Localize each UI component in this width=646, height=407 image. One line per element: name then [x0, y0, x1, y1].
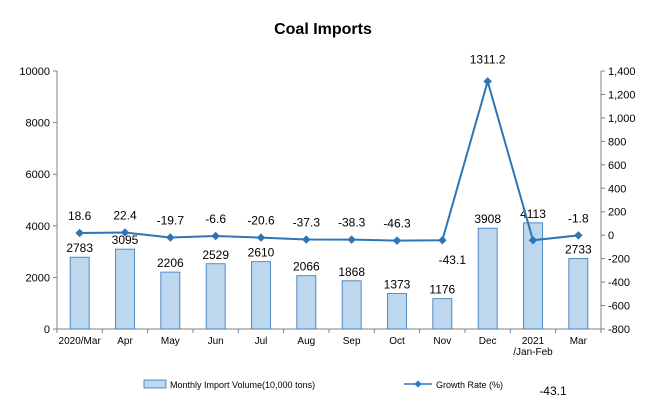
- bar: [251, 261, 271, 330]
- x-category-label: Oct: [389, 336, 405, 347]
- growth-rate-point: [438, 235, 447, 245]
- growth-rate-value-label: 1311.2: [470, 52, 506, 66]
- growth-rate-point: [574, 231, 583, 240]
- growth-rate-point: [166, 233, 175, 242]
- bar-value-label: 3095: [112, 233, 139, 247]
- chart-title: Coal Imports: [274, 21, 372, 38]
- x-category-label: Sep: [343, 336, 361, 347]
- right-tick-label: -800: [608, 324, 630, 336]
- right-tick-label: 600: [608, 160, 626, 172]
- x-category-label: Jul: [255, 336, 268, 347]
- bar: [387, 293, 407, 330]
- growth-rate-point: [347, 235, 356, 244]
- legend-line-marker: [414, 380, 422, 388]
- legend-line-label: Growth Rate (%): [436, 380, 503, 390]
- x-category-label: May: [161, 336, 180, 347]
- bar: [69, 256, 90, 330]
- bar: [205, 263, 226, 330]
- growth-rate-value-label: -1.8: [568, 211, 589, 225]
- growth-rate-point: [211, 231, 220, 241]
- right-tick-label: 1,200: [608, 89, 636, 101]
- bar: [432, 298, 453, 330]
- growth-rate-value-label: -20.6: [247, 214, 275, 228]
- x-category-label: 2021/Jan-Feb: [513, 336, 553, 358]
- bar: [296, 275, 317, 330]
- bar-value-label: 1868: [338, 265, 365, 279]
- bar-value-label: 2610: [248, 246, 275, 260]
- growth-rate-value-label: -38.3: [338, 216, 366, 230]
- right-tick-label: 0: [608, 230, 614, 242]
- x-category-label: Nov: [433, 336, 451, 347]
- growth-rate-point: [120, 228, 130, 237]
- bar: [523, 222, 543, 330]
- growth-rate-point: [483, 77, 492, 86]
- growth-rate-value-label: 18.6: [68, 209, 92, 223]
- legend-bar-swatch: [143, 379, 167, 389]
- right-tick-label: 400: [608, 183, 626, 195]
- bar-value-label: 3908: [474, 212, 501, 226]
- bar: [568, 258, 589, 330]
- growth-rate-value-label: -19.7: [157, 213, 185, 227]
- right-tick-label: 1,400: [608, 66, 636, 78]
- growth-rate-point: [256, 233, 266, 242]
- left-tick-label: 6000: [26, 169, 50, 181]
- plot-area: 0200040006000800010000-800-600-400-20002…: [19, 52, 635, 398]
- x-category-label: 2020/Mar: [59, 336, 102, 347]
- bar-value-label: 2529: [202, 248, 229, 262]
- growth-rate-point: [302, 235, 311, 244]
- growth-rate-line: [79, 77, 579, 242]
- right-tick-label: -400: [608, 277, 630, 289]
- left-tick-label: 0: [44, 324, 50, 336]
- legend-bar-label: Monthly Import Volume(10,000 tons): [170, 380, 315, 390]
- left-tick-label: 2000: [26, 272, 50, 284]
- bar: [341, 280, 362, 330]
- right-tick-label: 1,000: [608, 113, 636, 125]
- x-category-label: Apr: [117, 336, 133, 347]
- growth-rate-value-label: -43.1: [439, 253, 467, 267]
- growth-rate-value-label: -6.6: [205, 212, 226, 226]
- right-tick-label: 800: [608, 136, 626, 148]
- bar-value-label: 2066: [293, 260, 320, 274]
- growth-rate-value-label: -37.3: [293, 216, 321, 230]
- right-tick-label: -600: [608, 301, 630, 313]
- x-category-label: Aug: [297, 336, 315, 347]
- bar-value-label: 1373: [384, 278, 411, 292]
- growth-rate-point: [392, 236, 402, 245]
- right-tick-label: -200: [608, 254, 630, 266]
- growth-rate-value-label: -46.3: [383, 217, 411, 231]
- x-category-label: Dec: [479, 336, 497, 347]
- bar: [115, 248, 135, 330]
- bar-value-label: 2733: [565, 242, 592, 256]
- x-category-label: Mar: [570, 336, 588, 347]
- left-tick-label: 10000: [19, 66, 50, 78]
- growth-rate-value-label: 22.4: [113, 209, 137, 223]
- x-category-label: Jun: [208, 336, 224, 347]
- left-tick-label: 8000: [26, 118, 50, 130]
- right-tick-label: 200: [608, 207, 626, 219]
- bar: [477, 227, 498, 330]
- growth-rate-point: [75, 228, 84, 238]
- bar-value-label: 2783: [66, 241, 93, 255]
- legend: Monthly Import Volume(10,000 tons) Growt…: [143, 379, 503, 390]
- bar-value-label: 1176: [429, 283, 455, 297]
- left-tick-label: 4000: [26, 221, 50, 233]
- bar: [160, 271, 181, 330]
- bar-value-label: 2206: [157, 256, 184, 270]
- growth-rate-value-label: -43.1: [539, 384, 567, 398]
